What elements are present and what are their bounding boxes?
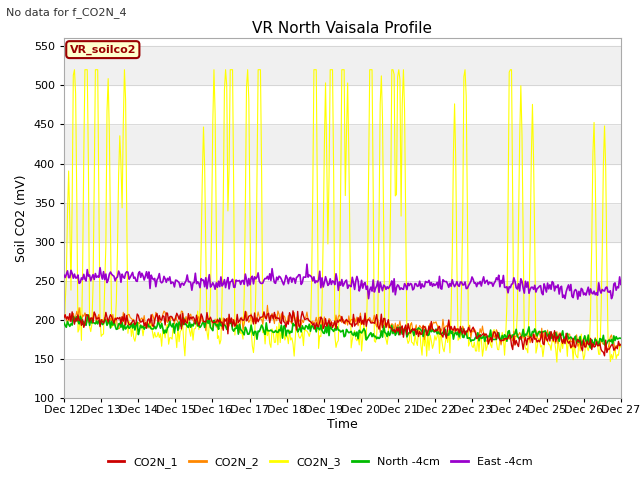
Text: VR_soilco2: VR_soilco2 [70, 45, 136, 55]
Bar [64, 85, 621, 124]
X-axis label: Time: Time [327, 418, 358, 431]
Bar [64, 124, 621, 164]
Bar [64, 281, 621, 320]
Bar [64, 46, 621, 85]
Title: VR North Vaisala Profile: VR North Vaisala Profile [252, 21, 433, 36]
Bar [64, 320, 621, 359]
Y-axis label: Soil CO2 (mV): Soil CO2 (mV) [15, 175, 28, 262]
Bar [64, 242, 621, 281]
Bar [64, 203, 621, 242]
Legend: CO2N_1, CO2N_2, CO2N_3, North -4cm, East -4cm: CO2N_1, CO2N_2, CO2N_3, North -4cm, East… [103, 452, 537, 472]
Bar [64, 359, 621, 398]
Text: No data for f_CO2N_4: No data for f_CO2N_4 [6, 7, 127, 18]
Bar [64, 164, 621, 203]
